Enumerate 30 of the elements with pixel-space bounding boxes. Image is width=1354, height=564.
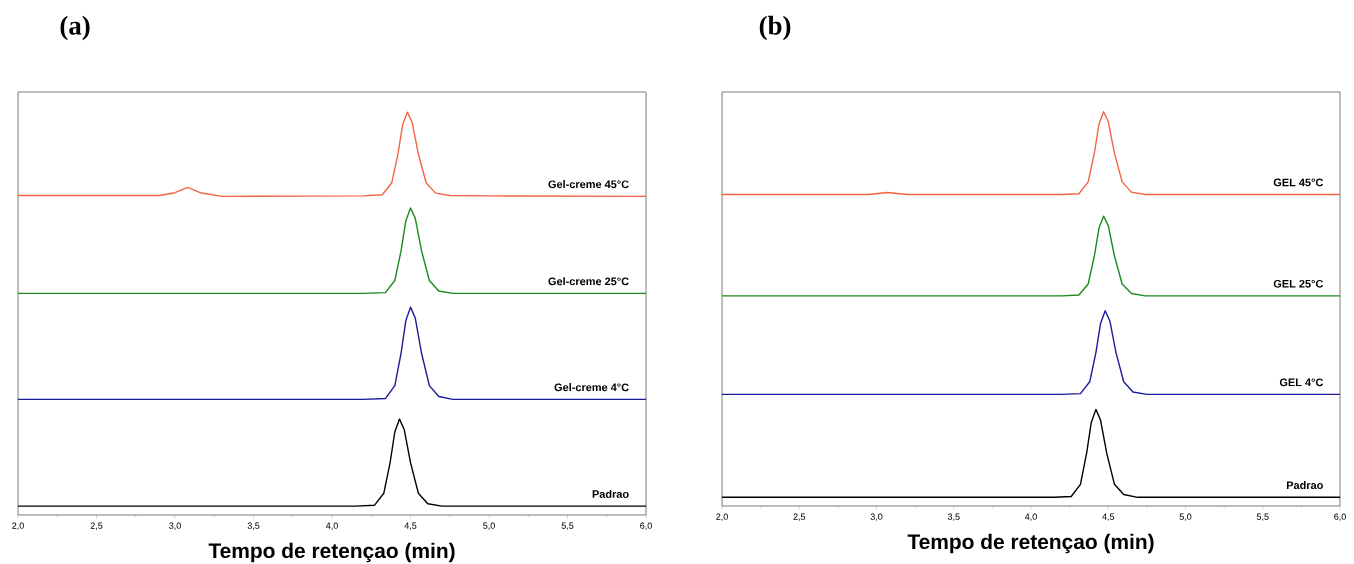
chart-title: (a): [60, 15, 90, 41]
series-label: Gel-creme 25°C: [548, 277, 629, 286]
series-label: Gel-creme 4°C: [554, 383, 629, 392]
series-label: Padrao: [1286, 481, 1323, 490]
series-label: GEL 4°C: [1279, 378, 1324, 387]
series-label: GEL 25°C: [1273, 279, 1324, 288]
series-label: Padrao: [592, 489, 629, 498]
x-tick-label: 6,0: [1334, 513, 1346, 521]
x-tick-label: 2,5: [793, 513, 806, 521]
x-tick-label: 4,0: [1024, 513, 1037, 521]
x-tick-label: 5,5: [1256, 513, 1269, 521]
x-tick-label: 3,0: [870, 513, 883, 521]
x-tick-label: 6,0: [640, 522, 652, 530]
x-tick-label: 3,5: [947, 513, 960, 521]
x-tick-label: 3,5: [247, 522, 260, 530]
x-axis-title: Tempo de retençao (min): [208, 542, 455, 563]
x-tick-label: 5,5: [561, 522, 574, 530]
x-tick-label: 4,5: [404, 522, 417, 530]
chart-title: (b): [759, 15, 791, 41]
x-tick-label: 2,0: [12, 522, 24, 530]
x-tick-label: 4,0: [325, 522, 338, 530]
x-tick-label: 5,0: [1179, 513, 1192, 521]
x-axis-title: Tempo de retençao (min): [907, 533, 1154, 554]
x-tick-label: 3,0: [169, 522, 181, 530]
x-tick-label: 2,5: [90, 522, 103, 530]
series-label: Gel-creme 45°C: [548, 180, 629, 189]
x-tick-label: 4,5: [1102, 513, 1115, 521]
series-label: GEL 45°C: [1273, 178, 1324, 187]
x-tick-label: 2,0: [716, 513, 728, 521]
x-tick-label: 5,0: [483, 522, 495, 530]
